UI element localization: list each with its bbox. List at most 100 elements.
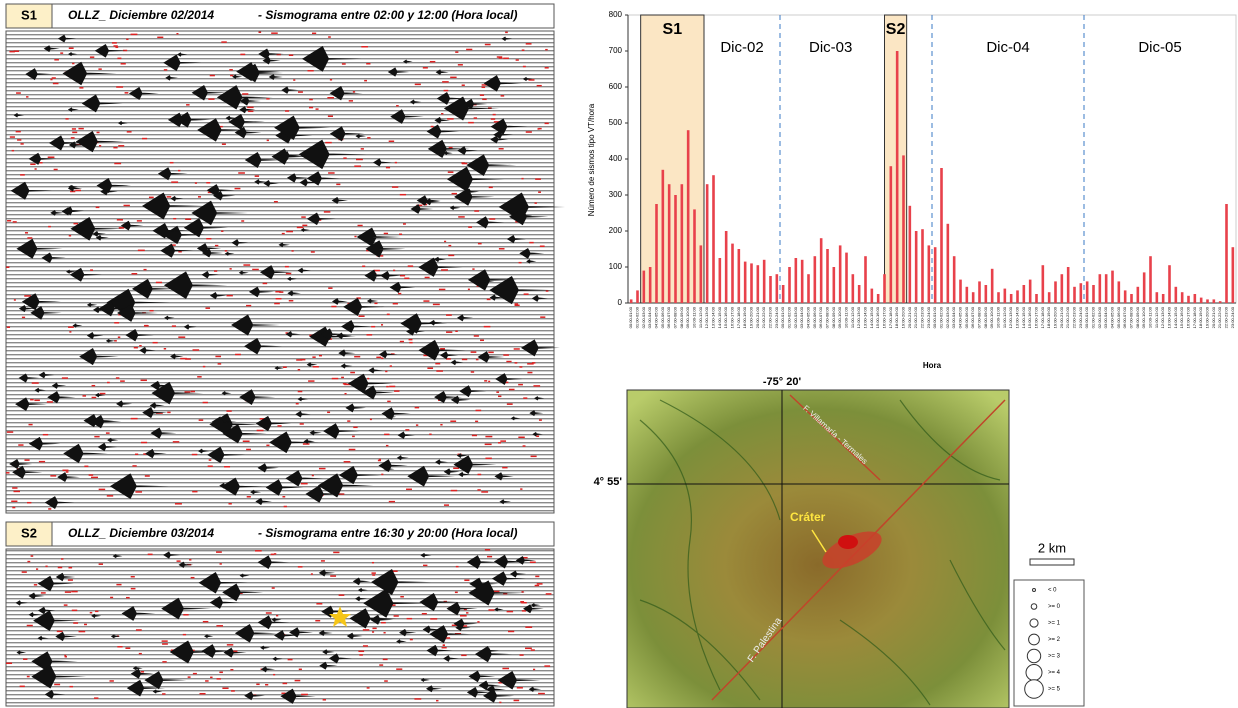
trace-noise	[130, 417, 138, 420]
trace-event	[329, 126, 365, 142]
trace-event	[167, 112, 202, 128]
trace-noise	[358, 315, 365, 317]
trace-event	[239, 106, 256, 114]
trace-noise	[407, 265, 414, 267]
trace-noise	[178, 336, 186, 338]
trace-noise	[54, 683, 61, 686]
trace-noise	[27, 560, 31, 563]
x-tick-label: 18:00-19:00	[894, 306, 899, 328]
trace-noise	[444, 240, 447, 243]
trace-event	[260, 645, 270, 650]
trace-event	[125, 328, 154, 342]
x-tick-label: 22:00-23:00	[920, 306, 925, 328]
trace-noise	[26, 675, 30, 678]
trace-event	[530, 602, 541, 608]
bar	[971, 292, 975, 303]
x-tick-label: 08:00-09:00	[1135, 306, 1140, 328]
x-tick-label: 02:00-03:00	[945, 306, 950, 328]
x-tick-label: 10:00-11:00	[996, 306, 1001, 328]
trace-noise	[322, 699, 327, 701]
trace-noise	[130, 33, 138, 36]
trace-noise	[514, 303, 519, 305]
x-tick-label: 05:00-06:00	[964, 306, 969, 328]
trace-event	[280, 151, 301, 161]
trace-event	[224, 251, 235, 256]
trace-event	[257, 463, 279, 473]
legend-label: >= 2	[1048, 637, 1061, 643]
bar	[1193, 294, 1197, 303]
trace-noise	[525, 647, 532, 650]
trace-event	[149, 402, 165, 409]
trace-noise	[414, 698, 422, 700]
trace-noise	[448, 146, 453, 149]
trace-noise	[505, 31, 508, 34]
trace-noise	[538, 127, 542, 130]
x-tick-label: 20:00-21:00	[755, 306, 760, 328]
bar	[800, 259, 804, 303]
trace-noise	[301, 216, 306, 218]
trace-noise	[308, 380, 315, 382]
trace-noise	[519, 366, 523, 368]
x-tick-label: 04:00-05:00	[806, 306, 811, 328]
trace-noise	[123, 204, 130, 207]
bar	[838, 245, 842, 303]
trace-event	[139, 346, 156, 355]
bar	[1225, 204, 1228, 303]
trace-noise	[51, 77, 56, 79]
trace-event	[221, 391, 232, 396]
bar	[914, 231, 918, 303]
trace-event	[117, 120, 128, 126]
trace-event	[240, 63, 284, 83]
x-tick-label: 04:00-05:00	[654, 306, 659, 328]
trace-event	[477, 351, 505, 363]
trace-noise	[271, 32, 278, 34]
trace-noise	[216, 625, 224, 627]
trace-event	[468, 580, 527, 606]
trace-event	[365, 240, 406, 258]
trace-event	[370, 614, 394, 625]
trace-event	[519, 247, 545, 259]
trace-event	[18, 304, 36, 313]
drainage	[639, 399, 1006, 706]
trace-event	[16, 238, 63, 259]
trace-noise	[388, 140, 395, 143]
trace-noise	[315, 619, 321, 622]
trace-event	[109, 473, 169, 500]
trace-event	[338, 466, 381, 485]
trace-event	[86, 332, 104, 340]
trace-noise	[429, 60, 436, 63]
trace-noise	[214, 270, 218, 272]
trace-event	[416, 195, 441, 206]
bar	[921, 229, 924, 303]
trace-noise	[366, 687, 370, 689]
trace-noise	[422, 67, 428, 69]
trace-event	[94, 43, 127, 58]
trace-event	[50, 209, 64, 216]
trace-event	[420, 677, 430, 682]
trace-noise	[6, 472, 10, 474]
trace-noise	[283, 505, 287, 508]
x-tick-label: 17:00-18:00	[736, 306, 741, 328]
trace-noise	[301, 693, 308, 696]
trace-event	[91, 613, 102, 619]
trace-noise	[70, 137, 75, 139]
trace-noise	[222, 687, 229, 690]
trace-event	[10, 181, 52, 200]
trace-noise	[215, 355, 222, 358]
trace-noise	[78, 127, 84, 130]
bar	[1003, 288, 1007, 303]
trace-noise	[475, 358, 479, 361]
trace-noise	[20, 174, 25, 176]
trace-noise	[219, 563, 222, 565]
x-tick-label: 19:00-20:00	[1205, 306, 1210, 328]
trace-noise	[455, 330, 458, 333]
trace-noise	[155, 281, 163, 284]
trace-noise	[435, 362, 441, 365]
trace-noise	[534, 202, 537, 204]
trace-noise	[389, 385, 396, 388]
trace-noise	[238, 172, 245, 174]
trace-noise	[485, 457, 492, 460]
trace-event	[55, 631, 77, 642]
trace-noise	[461, 358, 468, 361]
bar	[965, 286, 969, 303]
